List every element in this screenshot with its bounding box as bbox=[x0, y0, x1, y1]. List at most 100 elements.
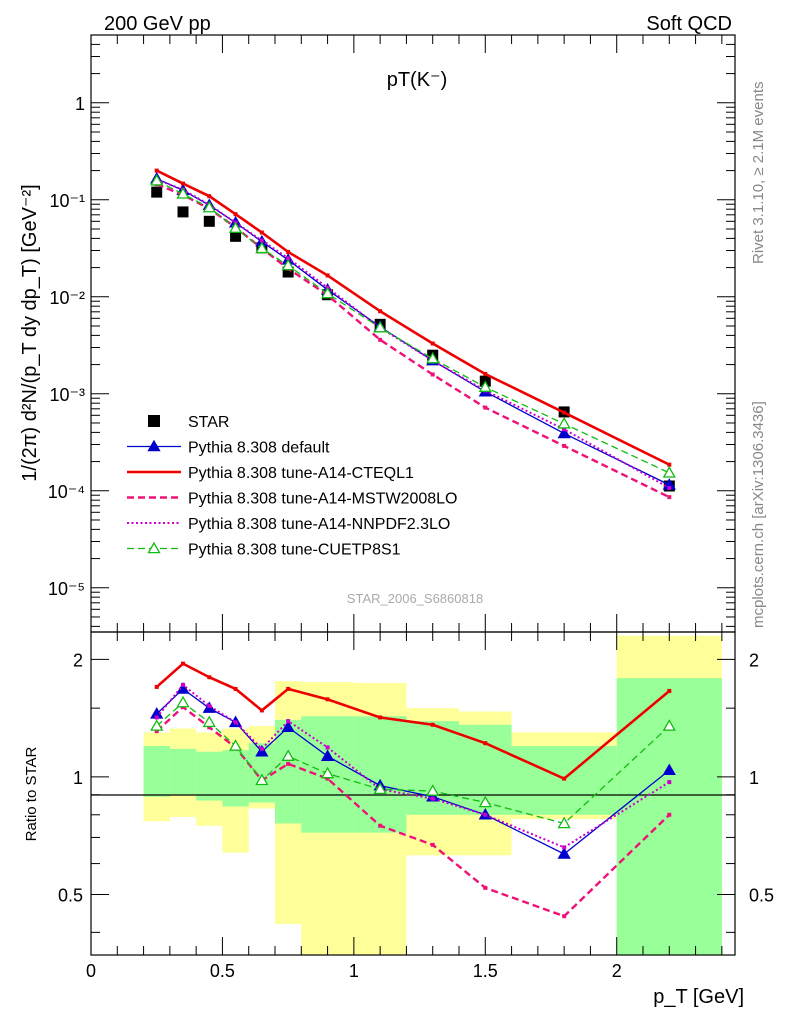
header-left: 200 GeV pp bbox=[104, 13, 211, 35]
spectrum-ytick-label: 1 bbox=[75, 94, 85, 114]
spectrum-point-pythia-8-308-tune-a14-cteql1-5 bbox=[286, 249, 291, 254]
spectrum-point-pythia-8-308-tune-a14-cteql1-2 bbox=[207, 194, 212, 199]
ratio-point-pythia-8-308-tune-cuetp8s1-5 bbox=[281, 749, 295, 761]
ratio-point-pythia-8-308-tune-a14-nnpdf2-3lo-11 bbox=[667, 780, 672, 785]
ratio-point-pythia-8-308-tune-cuetp8s1-7 bbox=[373, 782, 387, 795]
ratio-point-pythia-8-308-tune-a14-nnpdf2-3lo-4 bbox=[259, 746, 264, 751]
ratio-point-pythia-8-308-tune-a14-cteql1-11 bbox=[667, 688, 672, 693]
watermark: STAR_2006_S6860818 bbox=[347, 591, 483, 606]
legend-label: Pythia 8.308 tune-A14-MSTW2008LO bbox=[188, 491, 457, 508]
ratio-point-pythia-8-308-tune-a14-mstw2008lo-0 bbox=[154, 729, 159, 734]
ratio-ytick-label-right: 0.5 bbox=[749, 886, 774, 906]
spectrum-ticks: 1 10⁻¹ 10⁻² 10⁻³ 10⁻⁴ 10⁻⁵ bbox=[48, 34, 735, 632]
spectrum-point-pythia-8-308-tune-a14-cteql1-7 bbox=[378, 309, 383, 314]
spectrum-point-pythia-8-308-tune-cuetp8s1-4 bbox=[255, 241, 269, 254]
spectrum-point-star-5 bbox=[282, 266, 294, 278]
ratio-point-pythia-8-308-default-11 bbox=[662, 763, 676, 776]
spectrum-ytick-label: 10⁻¹ bbox=[49, 191, 85, 211]
ratio-point-pythia-8-308-tune-a14-cteql1-9 bbox=[483, 741, 488, 746]
ratio-point-pythia-8-308-tune-a14-cteql1-6 bbox=[325, 697, 330, 702]
spectrum-point-pythia-8-308-default-10 bbox=[557, 426, 571, 439]
spectrum-point-pythia-8-308-tune-a14-cteql1-11 bbox=[667, 462, 672, 467]
ratio-series bbox=[150, 661, 676, 919]
spectrum-ytick-label: 10⁻² bbox=[49, 288, 85, 308]
ratio-point-pythia-8-308-default-4 bbox=[255, 744, 269, 757]
ratio-ylabel: Ratio to STAR bbox=[23, 746, 40, 841]
ratio-point-pythia-8-308-tune-cuetp8s1-6 bbox=[320, 766, 335, 779]
ratio-point-pythia-8-308-default-5 bbox=[281, 720, 295, 733]
spectrum-point-pythia-8-308-tune-cuetp8s1-5 bbox=[281, 258, 295, 271]
legend-entry-pythia-8-308-tune-a14-nnpdf2-3lo: Pythia 8.308 tune-A14-NNPDF2.3LO bbox=[127, 516, 450, 533]
spectrum-line-pythia-8-308-tune-a14-mstw2008lo bbox=[156, 183, 670, 499]
spectrum-title: pT(K⁻) bbox=[387, 69, 448, 91]
spectrum-series-pythia-8-308-tune-cuetp8s1 bbox=[150, 173, 676, 478]
spectrum-ytick-label: 10⁻⁵ bbox=[48, 579, 85, 599]
spectrum-point-pythia-8-308-tune-a14-cteql1-9 bbox=[483, 371, 488, 376]
band-green-0 bbox=[143, 746, 170, 797]
ratio-point-pythia-8-308-tune-a14-nnpdf2-3lo-9 bbox=[483, 812, 488, 817]
spectrum-point-pythia-8-308-tune-a14-nnpdf2-3lo-11 bbox=[667, 485, 672, 490]
ratio-point-pythia-8-308-tune-a14-mstw2008lo-7 bbox=[378, 823, 383, 828]
spectrum-point-star-3 bbox=[230, 230, 242, 242]
spectrum-ylabel: 1/(2π) d²N/(p_T dy dp_T) [GeV⁻²] bbox=[19, 184, 41, 481]
ratio-point-pythia-8-308-tune-a14-mstw2008lo-6 bbox=[325, 776, 330, 781]
spectrum-ytick-label: 10⁻⁴ bbox=[48, 482, 85, 502]
legend-marker bbox=[147, 541, 161, 554]
spectrum-point-pythia-8-308-tune-a14-mstw2008lo-10 bbox=[562, 443, 567, 448]
ratio-line-pythia-8-308-tune-a14-cteql1 bbox=[155, 662, 671, 781]
legend-entry-pythia-8-308-tune-cuetp8s1: Pythia 8.308 tune-CUETP8S1 bbox=[127, 542, 401, 559]
spectrum-point-pythia-8-308-tune-cuetp8s1-9 bbox=[478, 380, 492, 392]
legend-label: Pythia 8.308 tune-A14-CTEQL1 bbox=[188, 465, 414, 482]
band-green-2 bbox=[196, 751, 223, 801]
ratio-point-pythia-8-308-tune-a14-cteql1-2 bbox=[207, 675, 212, 680]
ratio-point-pythia-8-308-tune-a14-cteql1-0 bbox=[154, 684, 159, 689]
ratio-point-pythia-8-308-tune-cuetp8s1-4 bbox=[255, 773, 269, 786]
ratio-point-pythia-8-308-tune-a14-cteql1-4 bbox=[259, 708, 264, 713]
spectrum-point-pythia-8-308-tune-a14-cteql1-8 bbox=[430, 341, 435, 346]
spectrum-point-star-0 bbox=[151, 186, 163, 198]
ratio-line-pythia-8-308-tune-a14-nnpdf2-3lo bbox=[155, 683, 670, 849]
legend: STAR Pythia 8.308 default Pythia 8.308 tun… bbox=[127, 414, 457, 559]
spectrum-point-pythia-8-308-tune-a14-cteql1-4 bbox=[259, 230, 264, 235]
x-tick-label: 0 bbox=[86, 961, 96, 981]
ratio-point-pythia-8-308-tune-a14-mstw2008lo-10 bbox=[562, 914, 567, 919]
x-axis-label: p_T [GeV] bbox=[653, 986, 744, 1008]
legend-entry-pythia-8-308-default: Pythia 8.308 default bbox=[127, 440, 330, 457]
ratio-point-pythia-8-308-tune-a14-nnpdf2-3lo-10 bbox=[562, 845, 567, 850]
ratio-point-pythia-8-308-tune-a14-mstw2008lo-11 bbox=[667, 812, 672, 817]
ratio-point-pythia-8-308-tune-a14-cteql1-7 bbox=[378, 715, 383, 720]
spectrum-point-pythia-8-308-tune-a14-mstw2008lo-8 bbox=[430, 372, 435, 377]
spectrum-line-pythia-8-308-tune-a14-cteql1 bbox=[156, 169, 670, 466]
ratio-point-pythia-8-308-tune-a14-mstw2008lo-9 bbox=[483, 885, 488, 890]
spectrum-line-pythia-8-308-default bbox=[156, 178, 670, 486]
ratio-line-pythia-8-308-default bbox=[156, 688, 670, 855]
ratio-point-pythia-8-308-tune-a14-cteql1-3 bbox=[233, 686, 238, 691]
ratio-point-pythia-8-308-tune-a14-cteql1-5 bbox=[286, 686, 291, 691]
spectrum-point-star-2 bbox=[203, 215, 215, 227]
ratio-ytick-label-right: 1 bbox=[749, 768, 759, 788]
spectrum-point-star-1 bbox=[177, 206, 189, 218]
spectrum-point-pythia-8-308-tune-a14-cteql1-6 bbox=[325, 273, 330, 278]
legend-label: Pythia 8.308 tune-A14-NNPDF2.3LO bbox=[188, 516, 450, 533]
ratio-point-pythia-8-308-tune-cuetp8s1-0 bbox=[150, 719, 164, 731]
legend-marker bbox=[148, 415, 160, 427]
spectrum-series bbox=[150, 168, 676, 500]
ratio-point-pythia-8-308-tune-a14-nnpdf2-3lo-1 bbox=[181, 682, 185, 687]
ratio-ytick-label: 2 bbox=[73, 650, 83, 670]
ratio-ticks: 0.5 0.5 1 1 2 2 0 0.5 1 1.5 2 bbox=[58, 632, 774, 981]
ratio-line-pythia-8-308-tune-cuetp8s1 bbox=[156, 701, 670, 825]
legend-entry-pythia-8-308-tune-a14-cteql1: Pythia 8.308 tune-A14-CTEQL1 bbox=[127, 465, 414, 482]
ratio-point-pythia-8-308-tune-a14-nnpdf2-3lo-6 bbox=[325, 745, 330, 750]
spectrum-point-pythia-8-308-tune-a14-cteql1-3 bbox=[233, 212, 238, 217]
legend-label: Pythia 8.308 default bbox=[188, 440, 330, 457]
ratio-point-pythia-8-308-tune-a14-cteql1-10 bbox=[562, 776, 567, 781]
spectrum-point-pythia-8-308-tune-a14-mstw2008lo-9 bbox=[483, 405, 488, 410]
ratio-point-pythia-8-308-tune-a14-nnpdf2-3lo-5 bbox=[286, 719, 291, 724]
legend-entry-pythia-8-308-tune-a14-mstw2008lo: Pythia 8.308 tune-A14-MSTW2008LO bbox=[127, 491, 457, 508]
spectrum-panel: 1 10⁻¹ 10⁻² 10⁻³ 10⁻⁴ 10⁻⁵ pT(K⁻) STAR_2006_S… bbox=[19, 34, 736, 633]
ratio-point-pythia-8-308-tune-cuetp8s1-9 bbox=[478, 795, 492, 808]
spectrum-point-pythia-8-308-tune-a14-cteql1-1 bbox=[181, 181, 185, 186]
spectrum-point-pythia-8-308-tune-cuetp8s1-2 bbox=[202, 200, 216, 213]
spectrum-point-pythia-8-308-tune-a14-mstw2008lo-7 bbox=[378, 337, 383, 342]
